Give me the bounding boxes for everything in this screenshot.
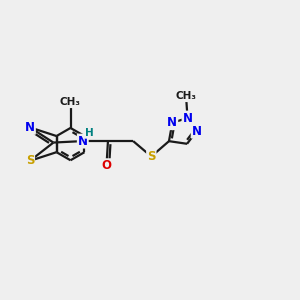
- Text: N: N: [78, 135, 88, 148]
- Text: N: N: [25, 121, 35, 134]
- Text: O: O: [101, 159, 112, 172]
- Text: N: N: [192, 124, 202, 138]
- Text: S: S: [147, 150, 156, 163]
- Text: CH₃: CH₃: [176, 91, 197, 101]
- Text: CH₃: CH₃: [60, 97, 81, 107]
- Text: N: N: [167, 116, 177, 129]
- Text: N: N: [182, 112, 193, 124]
- Text: S: S: [26, 154, 34, 167]
- Text: H: H: [85, 128, 94, 138]
